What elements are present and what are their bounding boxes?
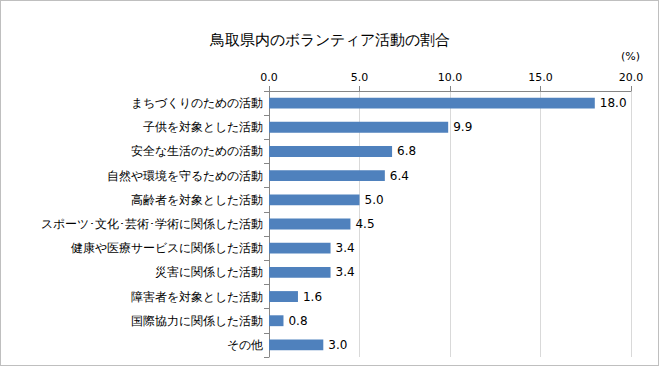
svg-text:安全な生活のための活動: 安全な生活のための活動	[131, 144, 263, 158]
svg-text:スポーツ･文化･芸術･学術に関係した活動: スポーツ･文化･芸術･学術に関係した活動	[41, 217, 263, 231]
svg-text:1.6: 1.6	[303, 290, 322, 304]
svg-text:0.8: 0.8	[288, 314, 307, 328]
svg-text:障害者を対象とした活動: 障害者を対象とした活動	[131, 290, 263, 304]
svg-text:0.0: 0.0	[260, 71, 278, 84]
svg-text:5.0: 5.0	[351, 71, 369, 84]
svg-text:3.4: 3.4	[336, 265, 355, 279]
svg-text:5.0: 5.0	[365, 193, 384, 207]
svg-text:15.0: 15.0	[528, 71, 553, 84]
svg-text:子供を対象とした活動: 子供を対象とした活動	[143, 120, 263, 134]
svg-text:20.0: 20.0	[619, 71, 644, 84]
svg-text:鳥取県内のボランティア活動の割合: 鳥取県内のボランティア活動の割合	[209, 31, 450, 49]
svg-text:3.4: 3.4	[336, 241, 355, 255]
svg-text:3.0: 3.0	[328, 338, 347, 352]
svg-text:4.5: 4.5	[355, 217, 374, 231]
svg-text:国際協力に関係した活動: 国際協力に関係した活動	[131, 314, 263, 328]
svg-text:(%): (%)	[621, 50, 640, 63]
svg-text:健康や医療サービスに関係した活動: 健康や医療サービスに関係した活動	[71, 241, 263, 255]
svg-text:災害に関係した活動: 災害に関係した活動	[155, 265, 263, 279]
svg-text:6.8: 6.8	[397, 144, 416, 158]
svg-text:18.0: 18.0	[600, 96, 627, 110]
svg-text:自然や環境を守るための活動: 自然や環境を守るための活動	[107, 169, 263, 183]
svg-text:高齢者を対象とした活動: 高齢者を対象とした活動	[131, 193, 263, 207]
svg-text:6.4: 6.4	[390, 169, 409, 183]
svg-text:9.9: 9.9	[453, 120, 472, 134]
svg-text:10.0: 10.0	[438, 71, 463, 84]
svg-text:まちづくりのための活動: まちづくりのための活動	[131, 96, 263, 110]
svg-text:その他: その他	[227, 338, 263, 352]
